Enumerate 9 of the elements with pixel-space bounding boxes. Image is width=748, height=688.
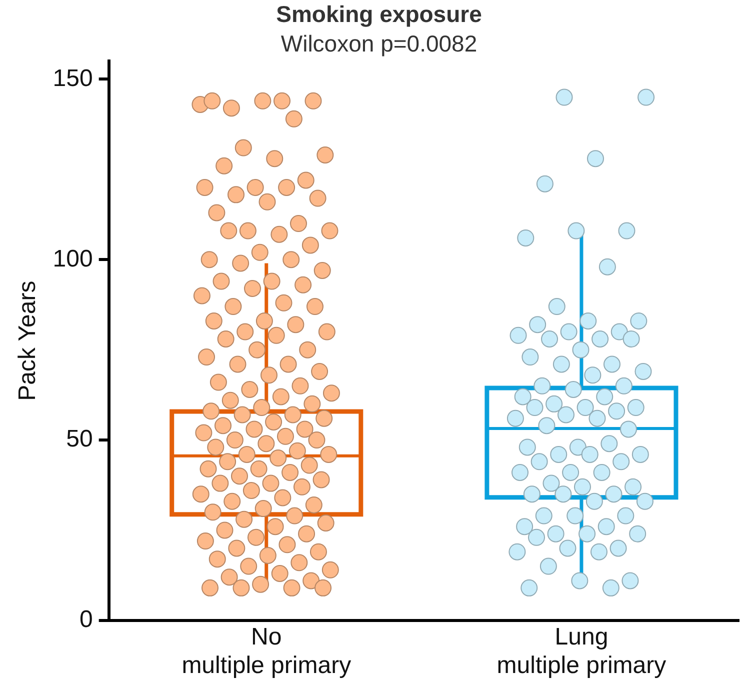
- y-axis-title: Pack Years: [14, 280, 42, 401]
- y-tick-label: 150: [52, 64, 93, 92]
- y-tick-label: 50: [66, 426, 93, 453]
- chart-subtitle: Wilcoxon p=0.0082: [280, 30, 478, 57]
- x-tick-label: No multiple primary: [182, 623, 352, 680]
- y-tick-label: 100: [52, 245, 93, 272]
- y-tick-label: 0: [79, 606, 93, 634]
- x-tick-label: Lung multiple primary: [496, 623, 666, 680]
- chart-title: Smoking exposure: [276, 1, 482, 28]
